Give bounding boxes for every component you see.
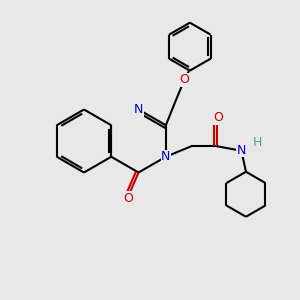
Text: O: O (213, 111, 223, 124)
Text: N: N (237, 144, 246, 157)
Text: N: N (134, 103, 143, 116)
Text: N: N (161, 150, 170, 163)
Text: O: O (123, 191, 133, 205)
Text: O: O (179, 74, 189, 86)
Text: H: H (252, 136, 262, 149)
